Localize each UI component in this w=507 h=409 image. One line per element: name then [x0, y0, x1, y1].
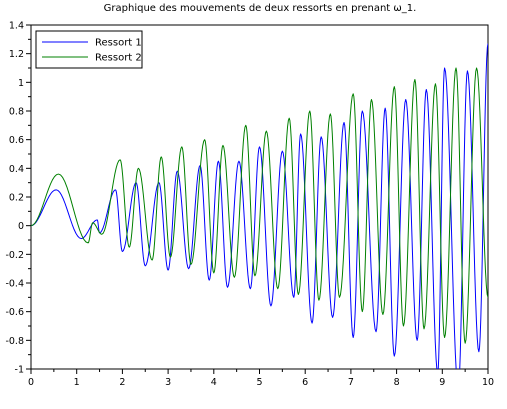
x-tick-label: 0	[28, 377, 34, 388]
y-tick-label: 0.4	[9, 164, 24, 175]
x-tick-label: 4	[211, 377, 217, 388]
legend: Ressort 1 Ressort 2	[35, 30, 143, 69]
y-tick-label: 1.2	[9, 49, 24, 60]
y-tick-label: 1	[18, 78, 24, 89]
legend-box	[35, 30, 143, 69]
y-tick-label: 1.4	[9, 21, 24, 32]
y-tick-label: 0.8	[9, 107, 24, 118]
series-line-1	[31, 43, 488, 369]
y-tick-label: -1	[15, 365, 24, 376]
x-tick-label: 5	[256, 377, 262, 388]
x-tick-label: 1	[74, 377, 80, 388]
y-tick-label: -0.2	[5, 250, 24, 261]
series-line-2	[31, 67, 488, 344]
x-tick-label: 8	[394, 377, 400, 388]
y-tick-label: -0.8	[5, 336, 24, 347]
axes: 0 1 2 3 4 5 6 7 8 9 10 -1 -0.8 -0.6 -0.4 -0.2 0 0.2 0.4 0.6…	[5, 21, 494, 389]
y-tick-label: 0	[18, 221, 24, 232]
x-tick-label: 10	[482, 377, 494, 388]
x-tick-label: 9	[439, 377, 445, 388]
x-tick-label: 6	[302, 377, 308, 388]
y-tick-label: 0.2	[9, 193, 24, 204]
y-tick-label: -0.6	[5, 307, 24, 318]
y-tick-label: 0.6	[9, 135, 24, 146]
chart-title: Graphique des mouvements de deux ressort…	[104, 3, 417, 14]
y-tick-label: -0.4	[5, 279, 24, 290]
x-tick-label: 3	[165, 377, 171, 388]
legend-label: Ressort 1	[95, 38, 142, 49]
legend-label: Ressort 2	[95, 53, 142, 64]
x-tick-label: 7	[348, 377, 354, 388]
x-tick-label: 2	[119, 377, 125, 388]
series-lines	[31, 43, 488, 369]
